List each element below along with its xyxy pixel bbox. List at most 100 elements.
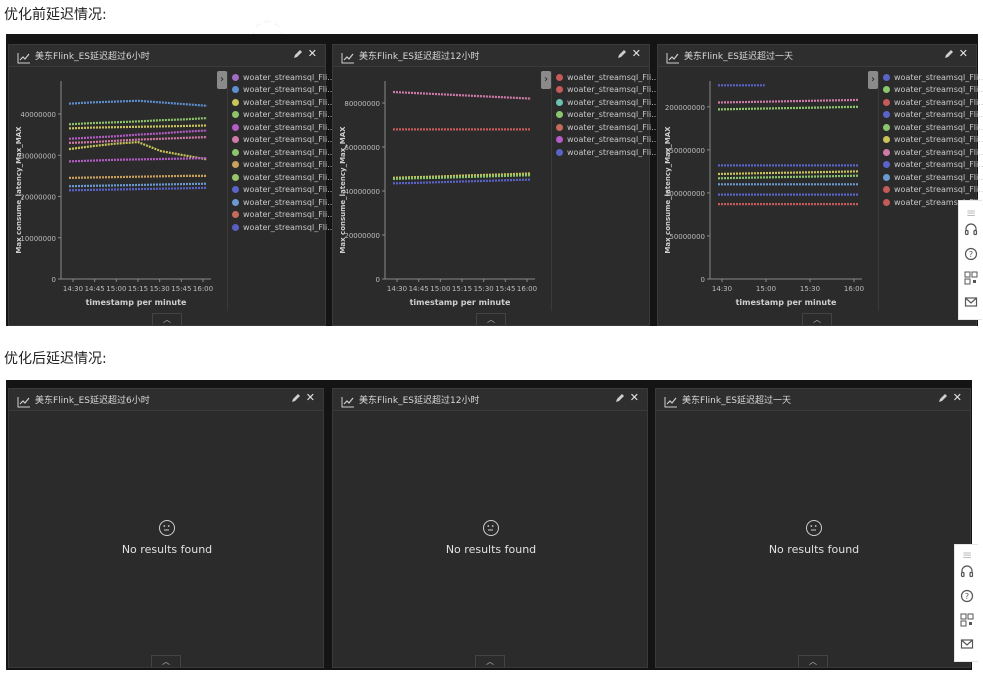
- legend-color-dot: [883, 86, 890, 93]
- edit-pencil-icon[interactable]: [938, 393, 948, 404]
- expand-chevron-up-icon[interactable]: ︿: [475, 655, 505, 667]
- line-chart-icon: [341, 393, 355, 408]
- legend-item[interactable]: woater_streamsql_Fli...: [232, 171, 335, 183]
- x-axis-label: timestamp per minute: [86, 298, 187, 307]
- legend-label: woater_streamsql_Fli...: [567, 135, 659, 144]
- legend-item[interactable]: woater_streamsql_Fli...: [232, 196, 335, 208]
- expand-chevron-up-icon[interactable]: ︿: [798, 655, 828, 667]
- panel-header: ✕ 美东Flink_ES延迟超过一天: [658, 45, 976, 67]
- edit-pencil-icon[interactable]: [944, 49, 954, 60]
- x-axis-label: timestamp per minute: [736, 298, 837, 307]
- x-tick-label: 15:00: [430, 285, 450, 293]
- close-icon[interactable]: ✕: [307, 47, 317, 60]
- legend-item[interactable]: woater_streamsql_Fli...: [556, 109, 659, 121]
- legend-item[interactable]: woater_streamsql_Fli...: [883, 159, 983, 171]
- expand-chevron-up-icon[interactable]: ︿: [152, 313, 182, 325]
- chart-panel-empty: ✕ 美东Flink_ES延迟超过一天 No results found ︿: [655, 388, 971, 668]
- edit-pencil-icon[interactable]: [617, 49, 627, 60]
- headset-icon[interactable]: [959, 565, 975, 581]
- series-line: [717, 174, 859, 180]
- close-icon[interactable]: ✕: [629, 391, 639, 404]
- legend-item[interactable]: woater_streamsql_Fli...: [556, 84, 659, 96]
- svg-text:?: ?: [965, 592, 969, 601]
- mail-icon[interactable]: [963, 295, 979, 311]
- panel-title: 美东Flink_ES延迟超过一天: [682, 396, 791, 406]
- series-line: [392, 178, 532, 185]
- legend-item[interactable]: woater_streamsql_Fli...: [232, 159, 335, 171]
- legend-item[interactable]: woater_streamsql_Fli...: [232, 71, 335, 83]
- legend-item[interactable]: woater_streamsql_Fli...: [883, 71, 983, 83]
- panel-header: ✕ 美东Flink_ES延迟超过6小时: [9, 389, 323, 411]
- panel-title: 美东Flink_ES延迟超过12小时: [359, 396, 480, 406]
- close-icon[interactable]: ✕: [958, 47, 968, 60]
- help-icon[interactable]: ?: [963, 247, 979, 263]
- qr-code-icon[interactable]: [963, 271, 979, 287]
- legend-item[interactable]: woater_streamsql_Fli...: [232, 184, 335, 196]
- legend-color-dot: [883, 98, 890, 106]
- legend-label: woater_streamsql_Fli...: [243, 160, 335, 169]
- legend-item[interactable]: woater_streamsql_Fli...: [883, 146, 983, 158]
- legend-item[interactable]: woater_streamsql_Fli...: [232, 109, 335, 121]
- legend-item[interactable]: woater_streamsql_Fli...: [232, 221, 335, 233]
- legend-toggle-chevron-icon[interactable]: ›: [217, 71, 227, 89]
- legend-item[interactable]: woater_streamsql_Fli...: [883, 121, 983, 133]
- legend-item[interactable]: woater_streamsql_Fli...: [883, 134, 983, 146]
- edit-pencil-icon[interactable]: [293, 49, 303, 60]
- x-tick-label: 14:45: [85, 285, 105, 293]
- legend-item[interactable]: woater_streamsql_Fli...: [232, 146, 335, 158]
- x-tick-label: 15:30: [474, 285, 494, 293]
- legend: woater_streamsql_Fli... woater_streamsql_…: [878, 71, 983, 311]
- legend-item[interactable]: woater_streamsql_Fli...: [232, 209, 335, 221]
- legend-color-dot: [556, 73, 563, 81]
- legend-color-dot: [556, 136, 563, 143]
- legend-item[interactable]: woater_streamsql_Fli...: [556, 121, 659, 133]
- legend-item[interactable]: woater_streamsql_Fli...: [883, 196, 983, 208]
- menu-icon[interactable]: ≡: [965, 206, 977, 220]
- legend-item[interactable]: woater_streamsql_Fli...: [883, 171, 983, 183]
- edit-pencil-icon[interactable]: [615, 393, 625, 404]
- x-tick-label: 15:45: [171, 285, 191, 293]
- legend-label: woater_streamsql_Fli...: [243, 185, 335, 194]
- close-icon[interactable]: ✕: [305, 391, 315, 404]
- help-icon[interactable]: ?: [959, 589, 975, 605]
- legend-color-dot: [232, 73, 239, 81]
- close-icon[interactable]: ✕: [631, 47, 641, 60]
- legend-color-dot: [883, 161, 890, 168]
- legend-color-dot: [232, 173, 239, 181]
- legend-color-dot: [232, 211, 239, 218]
- legend-color-dot: [883, 136, 890, 143]
- expand-chevron-up-icon[interactable]: ︿: [802, 313, 832, 325]
- legend-item[interactable]: woater_streamsql_Fli...: [556, 146, 659, 158]
- legend-color-dot: [556, 111, 563, 118]
- edit-pencil-icon[interactable]: [291, 393, 301, 404]
- expand-chevron-up-icon[interactable]: ︿: [476, 313, 506, 325]
- legend-item[interactable]: woater_streamsql_Fli...: [232, 134, 335, 146]
- legend-item[interactable]: woater_streamsql_Fli...: [556, 71, 659, 83]
- legend-item[interactable]: woater_streamsql_Fli...: [883, 184, 983, 196]
- line-chart-icon: [666, 49, 680, 64]
- legend-item[interactable]: woater_streamsql_Fli...: [232, 121, 335, 133]
- legend-item[interactable]: woater_streamsql_Fli...: [556, 96, 659, 108]
- legend-item[interactable]: woater_streamsql_Fli...: [883, 109, 983, 121]
- series-line: [717, 170, 859, 176]
- section-title-after: 优化后延迟情况:: [4, 351, 107, 367]
- menu-icon[interactable]: ≡: [961, 548, 973, 562]
- headset-icon[interactable]: [963, 223, 979, 239]
- mail-icon[interactable]: [959, 637, 975, 653]
- floating-toolbar: ≡ ?: [958, 200, 982, 320]
- legend-color-dot: [232, 86, 239, 93]
- y-tick-label: 60000000: [344, 144, 380, 152]
- legend-toggle-chevron-icon[interactable]: ›: [868, 71, 878, 89]
- expand-chevron-up-icon[interactable]: ︿: [151, 655, 181, 667]
- legend-item[interactable]: woater_streamsql_Fli...: [232, 96, 335, 108]
- legend-item[interactable]: woater_streamsql_Fli...: [883, 84, 983, 96]
- legend-item[interactable]: woater_streamsql_Fli...: [883, 96, 983, 108]
- legend-label: woater_streamsql_Fli...: [894, 85, 983, 94]
- no-results-text: No results found: [121, 543, 213, 556]
- series-line: [68, 157, 208, 163]
- legend-item[interactable]: woater_streamsql_Fli...: [556, 134, 659, 146]
- close-icon[interactable]: ✕: [952, 391, 962, 404]
- legend-item[interactable]: woater_streamsql_Fli...: [232, 84, 335, 96]
- qr-code-icon[interactable]: [959, 613, 975, 629]
- legend-toggle-chevron-icon[interactable]: ›: [541, 71, 551, 89]
